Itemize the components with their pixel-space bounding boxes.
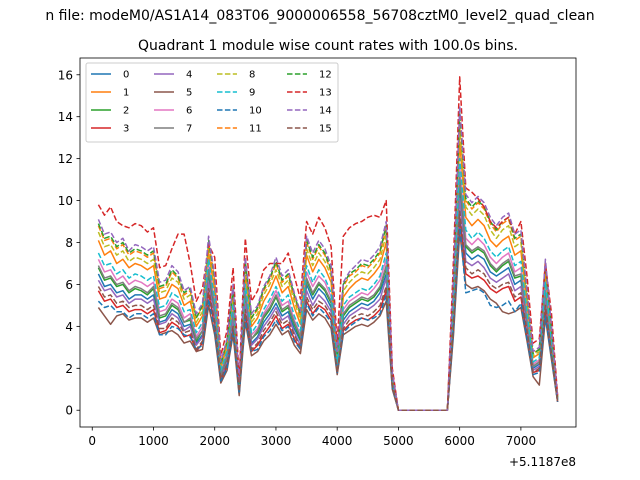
x-tick-label: 4000	[322, 434, 353, 448]
series-line-13	[97, 76, 559, 411]
series-line-14	[97, 105, 559, 411]
y-tick-label: 2	[65, 362, 73, 376]
y-tick-label: 10	[58, 194, 73, 208]
x-tick-label: 5000	[383, 434, 414, 448]
legend-box	[85, 62, 339, 143]
legend-label-14: 14	[319, 106, 332, 117]
legend-label-8: 8	[249, 70, 255, 81]
axis-layer: 0 1000 2000 3000 4000 5000 6000 700002468101214…	[58, 57, 577, 448]
x-tick-label: 3000	[261, 434, 292, 448]
y-tick-label: 8	[65, 236, 73, 250]
y-tick-label: 16	[58, 68, 73, 82]
legend-label-4: 4	[186, 70, 192, 81]
legend-label-9: 9	[249, 88, 255, 99]
legend-label-2: 2	[123, 106, 129, 117]
x-tick-label: 2000	[199, 434, 230, 448]
series-layer	[97, 76, 559, 411]
y-tick-label: 12	[58, 152, 73, 166]
legend-label-12: 12	[319, 70, 332, 81]
x-tick-label: 1000	[138, 434, 169, 448]
legend-label-6: 6	[186, 106, 192, 117]
series-line-4	[97, 197, 559, 411]
legend-label-3: 3	[123, 124, 129, 135]
legend-label-7: 7	[186, 124, 192, 135]
figure-suptitle: n file: modeM0/AS1A14_083T06_9000006558_…	[45, 8, 594, 24]
x-tick-label: 6000	[444, 434, 475, 448]
legend-label-10: 10	[249, 106, 262, 117]
chart-title: Quadrant 1 module wise count rates with …	[138, 38, 518, 54]
legend-label-0: 0	[123, 70, 129, 81]
legend-label-13: 13	[319, 88, 332, 99]
y-tick-label: 0	[65, 404, 73, 418]
y-tick-label: 6	[65, 278, 73, 292]
series-line-7	[97, 176, 559, 411]
y-tick-label: 14	[58, 110, 73, 124]
y-tick-label: 4	[65, 320, 73, 334]
series-line-15	[97, 210, 559, 411]
x-tick-label: 0	[88, 434, 96, 448]
x-tick-label: 7000	[506, 434, 537, 448]
legend-label-11: 11	[249, 124, 262, 135]
legend-label-5: 5	[186, 88, 192, 99]
series-line-10	[97, 222, 559, 411]
series-line-9	[97, 157, 559, 411]
legend-label-1: 1	[123, 88, 129, 99]
legend-label-15: 15	[319, 124, 332, 135]
x-offset-label: +5.1187e8	[509, 455, 576, 469]
